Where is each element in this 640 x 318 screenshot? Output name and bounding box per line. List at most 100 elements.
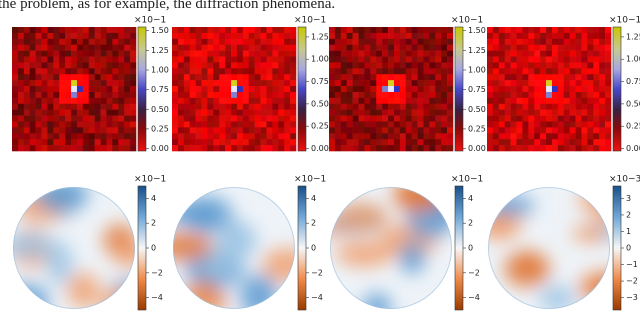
heatmap-cell xyxy=(183,80,191,87)
heatmap-cell xyxy=(219,121,226,128)
heatmap-cell xyxy=(382,74,389,81)
heatmap-cell xyxy=(388,80,395,87)
heatmap-cell xyxy=(29,56,36,63)
heatmap-cell xyxy=(260,56,267,63)
heatmap-cell xyxy=(12,103,19,110)
heatmap-cell xyxy=(447,97,454,105)
heatmap-cell xyxy=(516,27,523,34)
heatmap-cell xyxy=(492,50,500,57)
heatmap-cell xyxy=(177,145,185,152)
heatmap-cell xyxy=(563,62,570,69)
heatmap-cell xyxy=(581,121,588,128)
heatmap-cell xyxy=(284,50,291,57)
heatmap-cell xyxy=(569,91,576,99)
heatmap-cell xyxy=(195,80,202,87)
blob xyxy=(335,202,388,233)
heatmap-cell xyxy=(569,38,576,46)
heatmap-cell xyxy=(183,91,191,99)
heatmap-cell xyxy=(17,32,25,40)
heatmap-cell xyxy=(569,27,576,34)
heatmap-cell xyxy=(492,115,500,122)
heatmap-cell xyxy=(498,62,506,69)
heatmap-cell xyxy=(219,38,226,46)
heatmap-cell xyxy=(487,97,494,105)
heatmap-cell xyxy=(225,91,232,99)
heatmap-cell xyxy=(393,27,401,34)
heatmap-cell xyxy=(201,115,208,122)
heatmap-cell xyxy=(100,56,107,63)
heatmap-cell xyxy=(231,80,238,87)
heatmap-cell xyxy=(254,27,261,34)
heatmap-cell xyxy=(284,133,291,140)
heatmap-cell xyxy=(388,121,395,128)
heatmap-cell xyxy=(382,62,389,69)
heatmap-cell xyxy=(352,97,359,105)
heatmap-cell xyxy=(417,68,424,75)
heatmap-cell xyxy=(546,38,553,46)
heatmap-cell xyxy=(278,133,285,140)
heatmap-cell xyxy=(172,139,179,146)
heatmap-cell xyxy=(225,44,232,51)
heatmap-cell xyxy=(417,121,424,128)
heatmap-cell xyxy=(88,139,95,146)
heatmap-cell xyxy=(340,62,348,69)
heatmap-cell xyxy=(35,68,42,75)
heatmap-cell xyxy=(112,74,119,81)
heatmap-cell xyxy=(546,62,553,69)
heatmap-cell xyxy=(388,62,395,69)
heatmap-cell xyxy=(447,27,454,34)
heatmap-cell xyxy=(88,121,95,128)
heatmap-cell xyxy=(284,32,291,40)
heatmap-cell xyxy=(23,91,31,99)
heatmap-cell xyxy=(118,103,125,110)
heatmap-cell xyxy=(130,133,137,140)
heatmap-cell xyxy=(358,127,365,134)
heatmap-cell xyxy=(352,109,359,116)
heatmap-cell xyxy=(88,115,95,122)
heatmap-cell xyxy=(290,50,297,57)
heatmap-cell xyxy=(213,56,220,63)
heatmap-cell xyxy=(23,127,31,134)
heatmap-cell xyxy=(254,50,261,57)
heatmap-cell xyxy=(112,115,119,122)
heatmap-cell xyxy=(429,27,436,34)
heatmap-cell xyxy=(53,127,60,134)
heatmap-cell xyxy=(593,32,600,40)
heatmap-cell xyxy=(94,109,101,116)
heatmap-cell xyxy=(41,68,48,75)
heatmap-cell xyxy=(411,133,418,140)
heatmap-cell xyxy=(423,133,430,140)
heatmap-cell xyxy=(329,145,336,152)
heatmap-cell xyxy=(599,86,606,93)
heatmap-cell xyxy=(388,109,395,116)
heatmap-cell xyxy=(376,62,383,69)
heatmap-cell xyxy=(41,44,48,51)
heatmap-cell xyxy=(405,103,412,110)
heatmap-cell xyxy=(71,121,78,128)
heatmap-cell xyxy=(492,127,500,134)
heatmap-cell xyxy=(516,62,523,69)
heatmap-cell xyxy=(130,27,137,34)
heatmap-cell xyxy=(534,62,541,69)
heatmap-cell xyxy=(370,86,377,93)
heatmap-cell xyxy=(376,91,383,99)
heatmap-cell xyxy=(124,139,131,146)
heatmap-cell xyxy=(172,80,179,87)
blob xyxy=(13,283,50,309)
heatmap-cell xyxy=(546,44,553,51)
heatmap-cell xyxy=(242,44,250,51)
heatmap-cell xyxy=(53,145,60,152)
heatmap-cell xyxy=(393,97,401,105)
heatmap-cell xyxy=(370,121,377,128)
heatmap-cell xyxy=(59,80,66,87)
heatmap-cell xyxy=(189,62,196,69)
heatmap-cell xyxy=(17,109,25,116)
heatmap-cell xyxy=(557,121,565,128)
heatmap-cell xyxy=(118,109,125,116)
heatmap-cell xyxy=(340,32,348,40)
heatmap-cell xyxy=(358,86,365,93)
heatmap-cell xyxy=(290,115,297,122)
heatmap-cell xyxy=(429,80,436,87)
heatmap-cell xyxy=(41,121,48,128)
heatmap-cell xyxy=(510,91,517,99)
